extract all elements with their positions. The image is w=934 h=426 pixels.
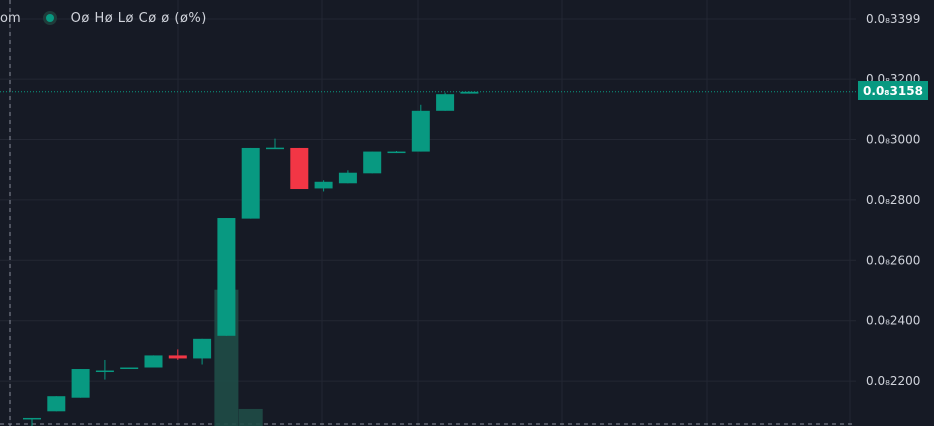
candle-body — [363, 151, 382, 174]
y-tick-label: 0.0₈2200 — [866, 374, 920, 388]
symbol-legend: om Oø Hø Lø Cø ø (ø%) — [0, 8, 207, 28]
candle — [436, 92, 455, 111]
candle-body — [241, 147, 260, 219]
y-tick-label: 0.0₈2600 — [866, 253, 920, 267]
candle-body — [71, 369, 90, 398]
candle-body — [23, 417, 41, 420]
candle — [217, 218, 236, 336]
candle — [193, 338, 212, 365]
volume-bar — [238, 408, 263, 426]
candle — [241, 147, 260, 219]
y-tick-label: 0.0₈3000 — [866, 132, 920, 146]
candle — [266, 138, 284, 150]
y-tick-label: 0.0₈3399 — [866, 12, 920, 26]
candle-body — [120, 367, 139, 370]
candle-body — [338, 172, 357, 184]
candle — [95, 359, 114, 380]
candle-body — [436, 94, 455, 111]
candle-body — [266, 147, 284, 150]
candle — [338, 170, 357, 184]
candle-body — [144, 355, 163, 368]
candle-body — [460, 91, 479, 94]
candle — [314, 180, 333, 192]
y-tick-label: 0.0₈2800 — [866, 193, 920, 207]
candle-body — [168, 355, 187, 359]
symbol-label[interactable]: om — [0, 10, 21, 26]
candle — [411, 104, 430, 152]
ohlc-values: Oø Hø Lø Cø ø (ø%) — [70, 10, 207, 26]
candle-body — [217, 218, 236, 336]
y-tick-label: 0.0₈2400 — [866, 314, 920, 328]
candles — [23, 91, 479, 426]
candle-body — [387, 151, 406, 154]
candle-body — [193, 338, 212, 359]
candle-body — [411, 110, 430, 152]
candle — [290, 147, 309, 190]
last-price-badge: 0.0₈3158 — [858, 81, 928, 100]
candle-body — [47, 396, 66, 412]
candle — [387, 150, 406, 154]
status-dot-icon — [42, 11, 57, 25]
candle-body — [314, 181, 333, 189]
candle — [168, 349, 187, 360]
candle — [23, 417, 41, 426]
candle — [144, 355, 163, 368]
candle — [460, 91, 479, 94]
candle — [363, 151, 382, 174]
candle — [47, 396, 66, 412]
candle — [120, 367, 139, 370]
price-axis[interactable]: 0.0₈33990.0₈32000.0₈30000.0₈28000.0₈2600… — [866, 12, 920, 426]
candle — [71, 369, 90, 398]
candle-body — [290, 147, 309, 190]
grid — [0, 0, 856, 426]
candle-body — [95, 370, 114, 373]
